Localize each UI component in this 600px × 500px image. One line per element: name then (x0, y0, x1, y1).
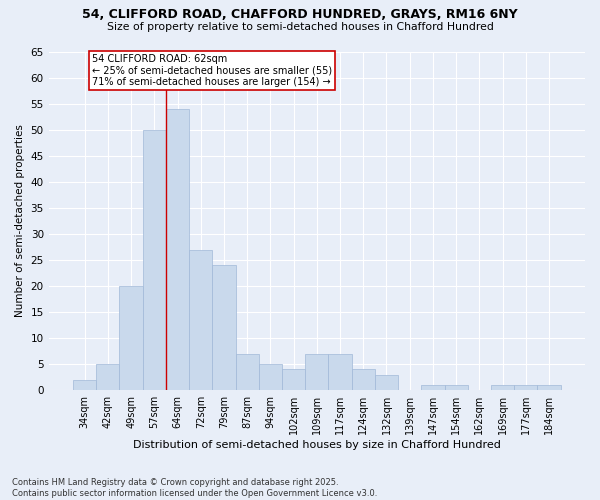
Bar (212, 265, 236, 390)
X-axis label: Distribution of semi-detached houses by size in Chafford Hundred: Distribution of semi-detached houses by … (133, 440, 501, 450)
Bar (305, 354, 328, 390)
Bar (375, 374, 398, 390)
Bar (259, 364, 282, 390)
Bar (421, 385, 445, 390)
Bar (166, 109, 189, 390)
Text: Size of property relative to semi-detached houses in Chafford Hundred: Size of property relative to semi-detach… (107, 22, 493, 32)
Bar (352, 370, 375, 390)
Bar (282, 370, 305, 390)
Bar (143, 130, 166, 390)
Bar (491, 385, 514, 390)
Bar (445, 385, 468, 390)
Bar (538, 385, 560, 390)
Bar (236, 354, 259, 390)
Text: 54 CLIFFORD ROAD: 62sqm
← 25% of semi-detached houses are smaller (55)
71% of se: 54 CLIFFORD ROAD: 62sqm ← 25% of semi-de… (92, 54, 332, 88)
Text: Contains HM Land Registry data © Crown copyright and database right 2025.
Contai: Contains HM Land Registry data © Crown c… (12, 478, 377, 498)
Text: 54, CLIFFORD ROAD, CHAFFORD HUNDRED, GRAYS, RM16 6NY: 54, CLIFFORD ROAD, CHAFFORD HUNDRED, GRA… (82, 8, 518, 20)
Bar (514, 385, 538, 390)
Y-axis label: Number of semi-detached properties: Number of semi-detached properties (15, 124, 25, 318)
Bar (119, 286, 143, 390)
Bar (73, 380, 96, 390)
Bar (96, 364, 119, 390)
Bar (189, 250, 212, 390)
Bar (328, 354, 352, 390)
